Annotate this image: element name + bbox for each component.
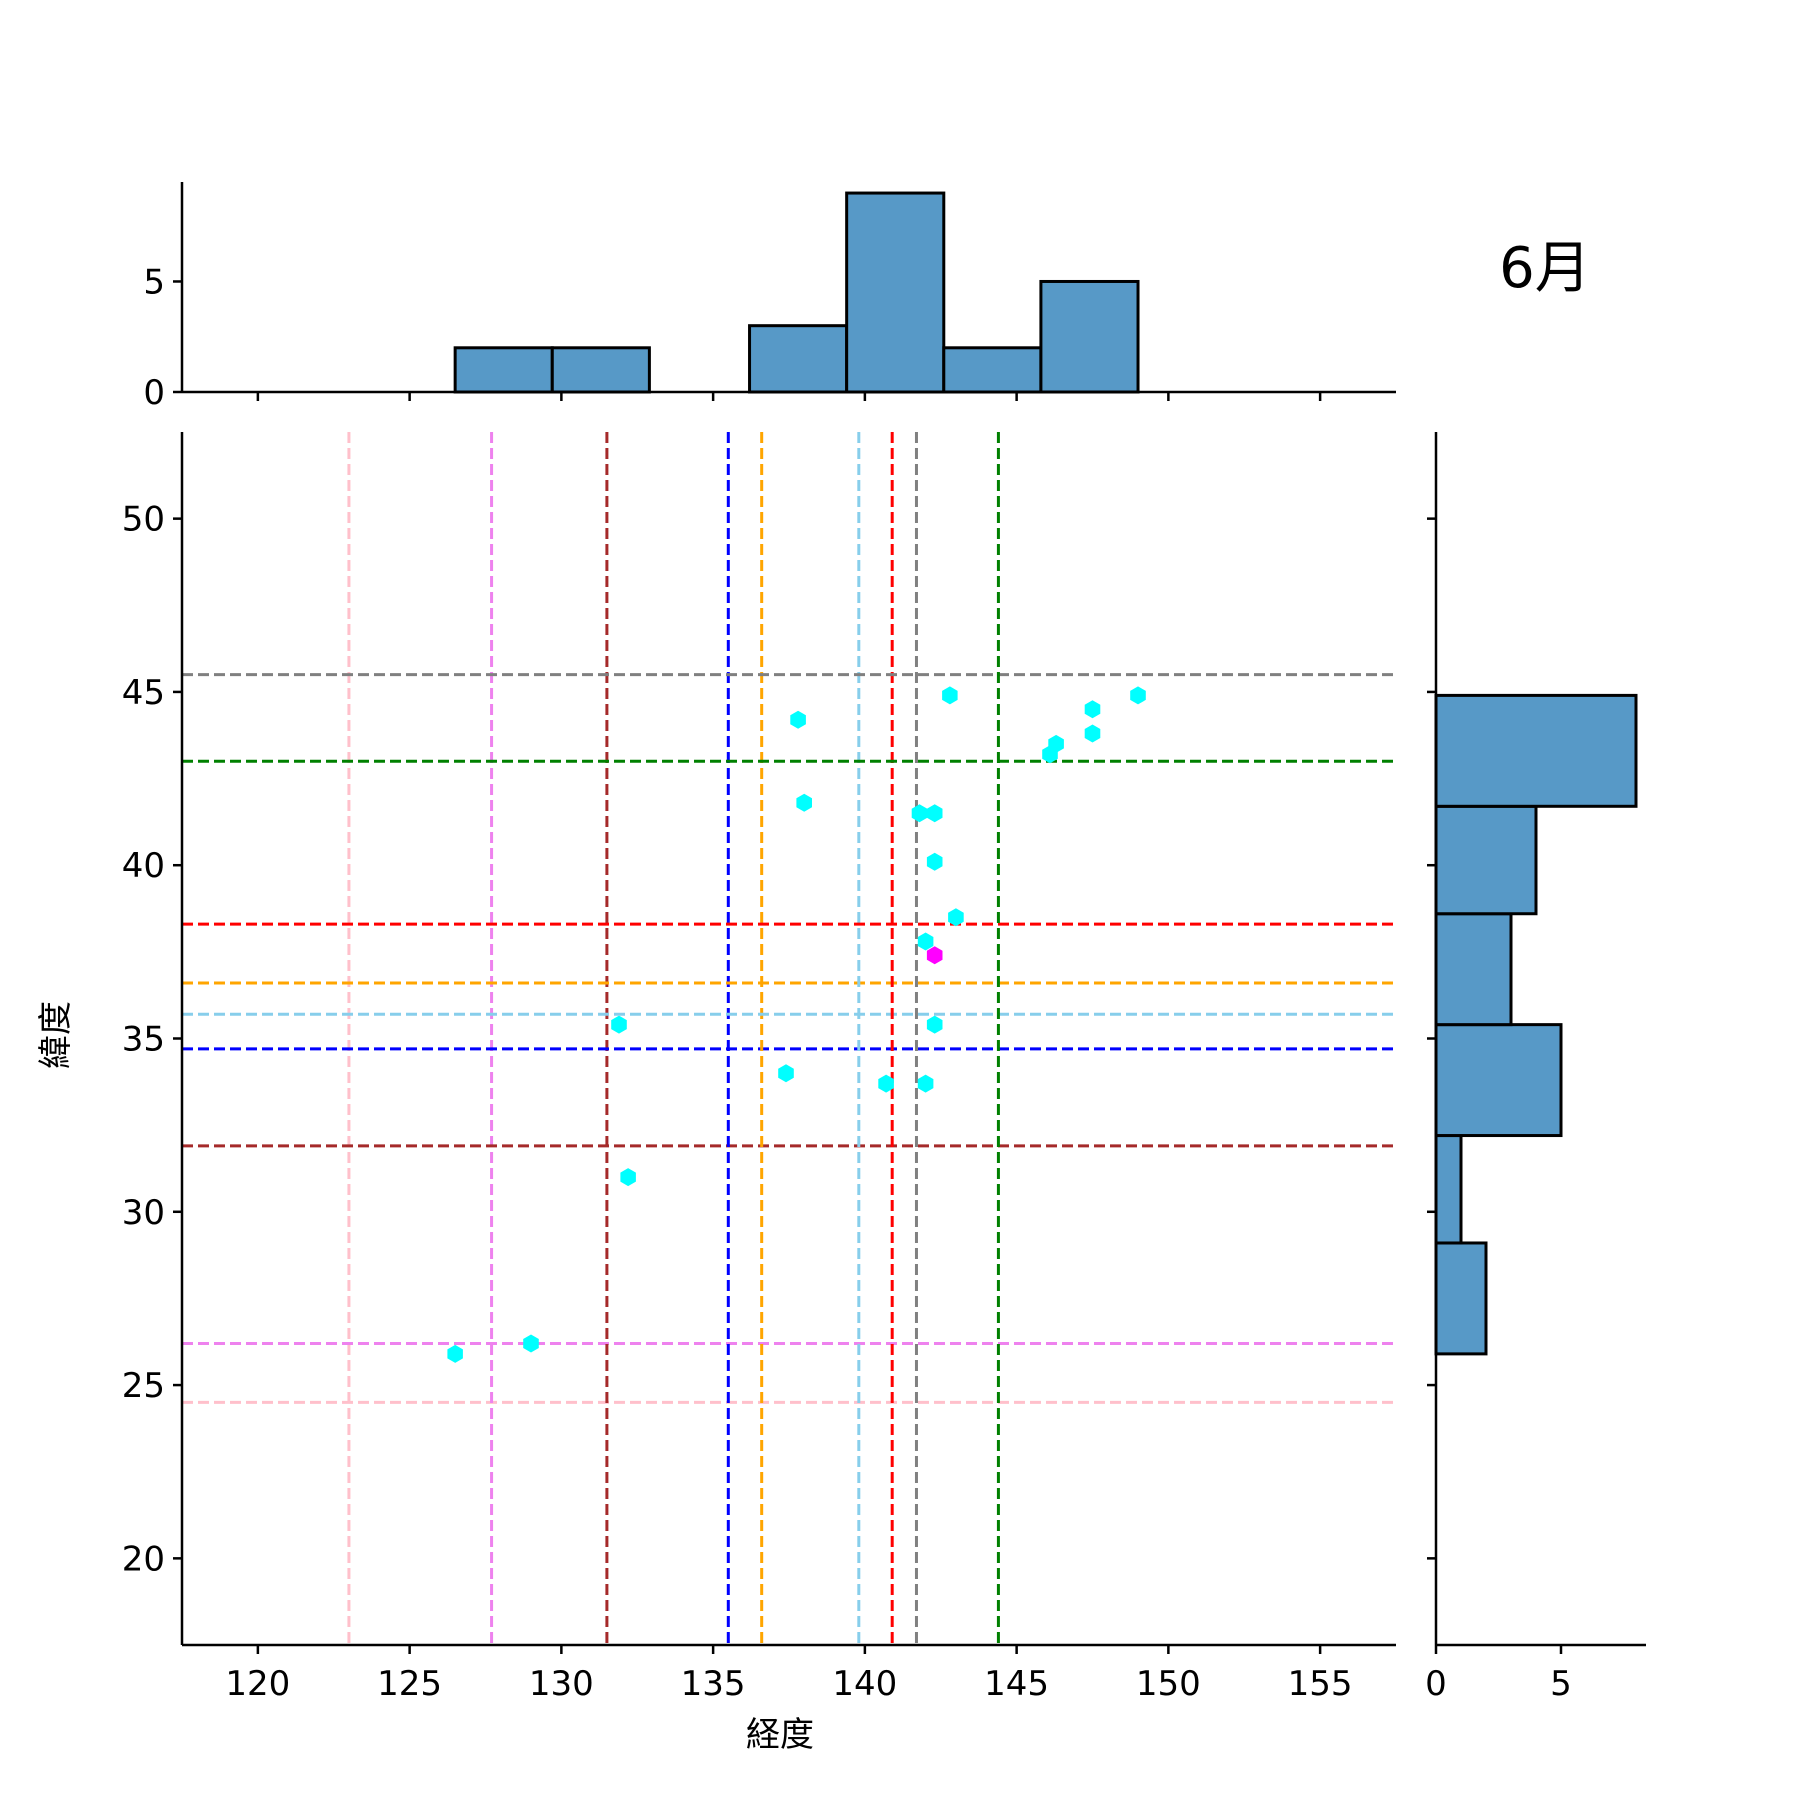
x-tick-label: 155	[1288, 1664, 1353, 1704]
right-hist-bar	[1434, 912, 1513, 1027]
top-hist-y-tick-label: 5	[143, 262, 165, 302]
top-hist-bar	[550, 346, 651, 394]
right-hist-bar	[1434, 1134, 1463, 1245]
top-hist-bar	[1039, 279, 1140, 394]
y-tick-label: 40	[122, 846, 165, 886]
data-point	[878, 1074, 894, 1093]
data-point	[948, 908, 964, 927]
x-tick-label: 135	[681, 1664, 746, 1704]
x-tick-label: 140	[832, 1664, 897, 1704]
data-point	[790, 710, 806, 729]
y-tick-label: 35	[122, 1020, 165, 1060]
data-point	[1084, 700, 1101, 719]
scatter-points	[447, 686, 1146, 1363]
data-point	[926, 1015, 943, 1034]
right-hist-x-tick-label: 5	[1550, 1664, 1572, 1704]
right-hist-x-tick-label: 0	[1425, 1664, 1447, 1704]
y-tick-label: 20	[122, 1539, 165, 1579]
y-tick-label: 45	[122, 673, 165, 713]
data-point	[611, 1015, 627, 1034]
top-hist-bar	[748, 324, 849, 394]
data-point	[620, 1168, 636, 1187]
y-tick-label: 25	[122, 1366, 165, 1406]
data-point	[917, 1074, 934, 1093]
data-point	[1130, 686, 1146, 705]
data-point	[942, 686, 958, 705]
x-tick-label: 130	[529, 1664, 594, 1704]
top-marginal-histogram: 05	[143, 182, 1396, 413]
data-point	[778, 1064, 794, 1083]
data-point	[911, 804, 928, 823]
x-tick-label: 125	[377, 1664, 442, 1704]
right-hist-bar	[1434, 693, 1638, 808]
right-hist-bar	[1434, 804, 1538, 916]
data-point	[796, 793, 812, 812]
data-point	[926, 852, 943, 871]
top-hist-bar	[453, 346, 554, 394]
data-point	[926, 804, 943, 823]
top-hist-bar	[942, 346, 1043, 394]
x-tick-label: 150	[1136, 1664, 1201, 1704]
x-axis-label: 経度	[746, 1715, 814, 1755]
y-tick-label: 30	[122, 1193, 165, 1233]
data-point	[1048, 734, 1064, 753]
data-point	[447, 1344, 463, 1363]
top-hist-y-tick-label: 0	[143, 373, 165, 413]
highlighted-data-point	[926, 946, 943, 965]
main-axes: 120 125 130 135 140 145 150 155 20 25 30 35 40 45 50	[122, 432, 1396, 1704]
y-axis-label: 緯度	[36, 1001, 76, 1069]
x-tick-label: 120	[225, 1664, 290, 1704]
reference-lines	[182, 432, 1396, 1645]
data-point	[917, 932, 934, 951]
data-point	[523, 1334, 539, 1353]
data-point	[1084, 724, 1101, 743]
top-hist-bar	[845, 191, 946, 394]
right-hist-bar	[1434, 1241, 1488, 1356]
y-tick-label: 50	[122, 500, 165, 540]
x-tick-label: 145	[984, 1664, 1049, 1704]
chart-title: 6月	[1499, 236, 1591, 301]
right-hist-bar	[1434, 1023, 1563, 1138]
